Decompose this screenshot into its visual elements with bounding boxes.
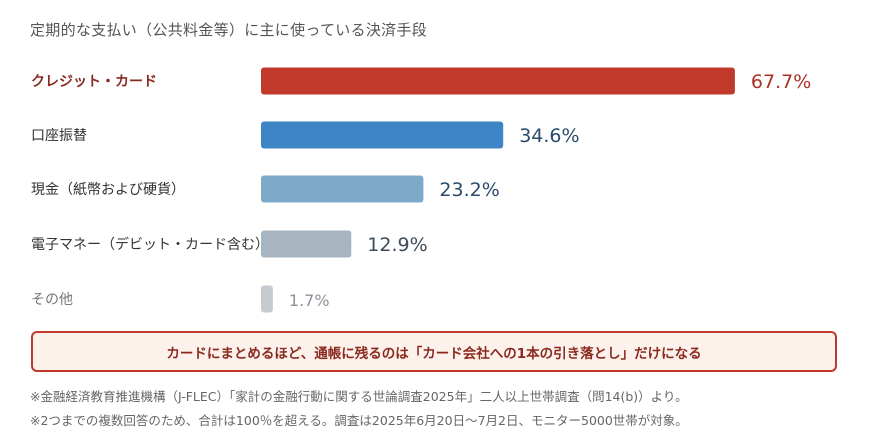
bar (261, 175, 424, 203)
value-label: 23.2% (439, 179, 499, 201)
value-label: 67.7% (751, 71, 811, 93)
note-text: カードにまとめるほど、通帳に残るのは「カード会社への1本の引き落とし」だけになる (166, 345, 702, 362)
bar (261, 67, 735, 95)
category-label: クレジット・カード (31, 74, 157, 90)
footnote-method: ※2つまでの複数回答のため、合計は100％を超える。調査は2025年6月20日～… (30, 413, 688, 428)
bar (261, 230, 352, 258)
category-label: 口座振替 (31, 128, 87, 144)
value-label: 34.6% (519, 125, 579, 147)
chart-title: 定期的な支払い（公共料金等）に主に使っている決済手段 (30, 21, 428, 39)
bar (261, 285, 273, 313)
category-label: 現金（紙幣および硬貨） (31, 181, 185, 198)
bar-chart: クレジット・カード 67.7% 口座振替 34.6% 現金（紙幣および硬貨） 23.2% 電… (31, 67, 811, 313)
footnote-source: ※金融経済教育推進機構（J-FLEC）「家計の金融行動に関する世論調査2025年… (30, 389, 688, 404)
category-label: 電子マネー（デビット・カード含む） (31, 236, 269, 253)
category-label: その他 (31, 292, 73, 308)
value-label: 1.7% (289, 291, 330, 310)
note-callout: カードにまとめるほど、通帳に残るのは「カード会社への1本の引き落とし」だけになる (31, 331, 837, 372)
bar (261, 121, 504, 149)
value-label: 12.9% (367, 234, 427, 256)
